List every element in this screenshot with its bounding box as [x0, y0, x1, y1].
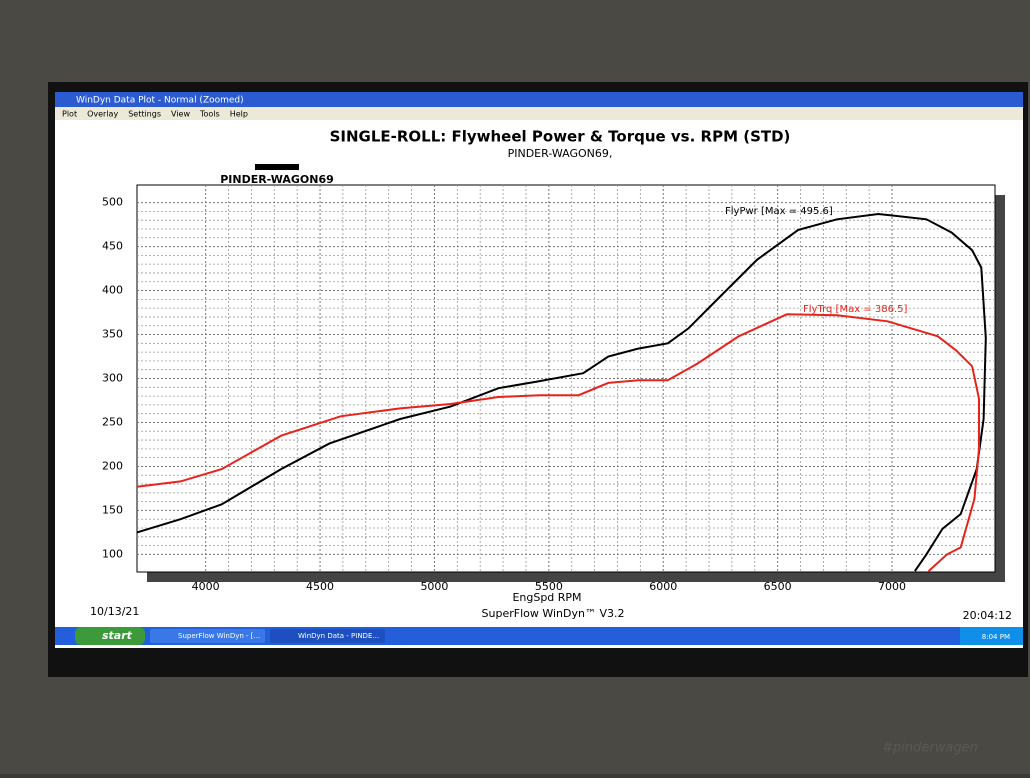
window-title: WinDyn Data Plot - Normal (Zoomed): [76, 96, 244, 106]
task-button[interactable]: [270, 629, 385, 643]
y-tick-label: 400: [102, 284, 123, 297]
start-label: start: [102, 629, 133, 642]
title-bar: [55, 92, 1023, 107]
menu-bar: [55, 107, 1023, 120]
footer-time: 20:04:12: [963, 609, 1012, 622]
start-button[interactable]: [75, 627, 145, 645]
menu-item[interactable]: Help: [230, 110, 248, 119]
x-tick-label: 5500: [535, 580, 563, 593]
chart-title: SINGLE-ROLL: Flywheel Power & Torque vs.…: [330, 128, 791, 146]
task-label: WinDyn Data - PINDE...: [298, 632, 379, 640]
x-axis-label: EngSpd RPM: [512, 591, 581, 604]
y-tick-label: 450: [102, 240, 123, 253]
tray: [960, 627, 1023, 645]
series-label: FlyTrq [Max = 386.5]: [803, 304, 907, 315]
clock: 8:04 PM: [982, 633, 1010, 641]
footer-date: 10/13/21: [90, 605, 139, 618]
menu-item[interactable]: Tools: [199, 110, 220, 119]
footer-app: SuperFlow WinDyn™ V3.2: [482, 607, 625, 620]
x-tick-label: 6000: [649, 580, 677, 593]
legend-label: PINDER-WAGON69: [220, 173, 334, 186]
menu-item[interactable]: View: [171, 110, 190, 119]
series-label: FlyPwr [Max = 495.6]: [725, 206, 833, 217]
y-tick-label: 100: [102, 547, 123, 560]
y-tick-label: 150: [102, 503, 123, 516]
y-tick-label: 500: [102, 196, 123, 209]
y-tick-label: 300: [102, 372, 123, 385]
y-tick-label: 250: [102, 415, 123, 428]
menu-item[interactable]: Settings: [128, 110, 161, 119]
y-tick-label: 200: [102, 459, 123, 472]
y-tick-label: 350: [102, 328, 123, 341]
legend-swatch: [255, 164, 299, 170]
chart-subtitle: PINDER-WAGON69,: [508, 147, 613, 160]
menu-item[interactable]: Overlay: [87, 110, 118, 119]
series-line: [136, 313, 980, 572]
menu-item[interactable]: Plot: [62, 110, 77, 119]
x-tick-label: 5000: [420, 580, 448, 593]
x-tick-label: 4000: [192, 580, 220, 593]
x-tick-label: 4500: [306, 580, 334, 593]
series-line: [136, 212, 987, 572]
task-button[interactable]: [150, 629, 265, 643]
watermark: #pinderwagen: [882, 741, 978, 756]
task-label: SuperFlow WinDyn - [...: [178, 632, 260, 640]
x-tick-label: 6500: [764, 580, 792, 593]
x-tick-label: 7000: [878, 580, 906, 593]
